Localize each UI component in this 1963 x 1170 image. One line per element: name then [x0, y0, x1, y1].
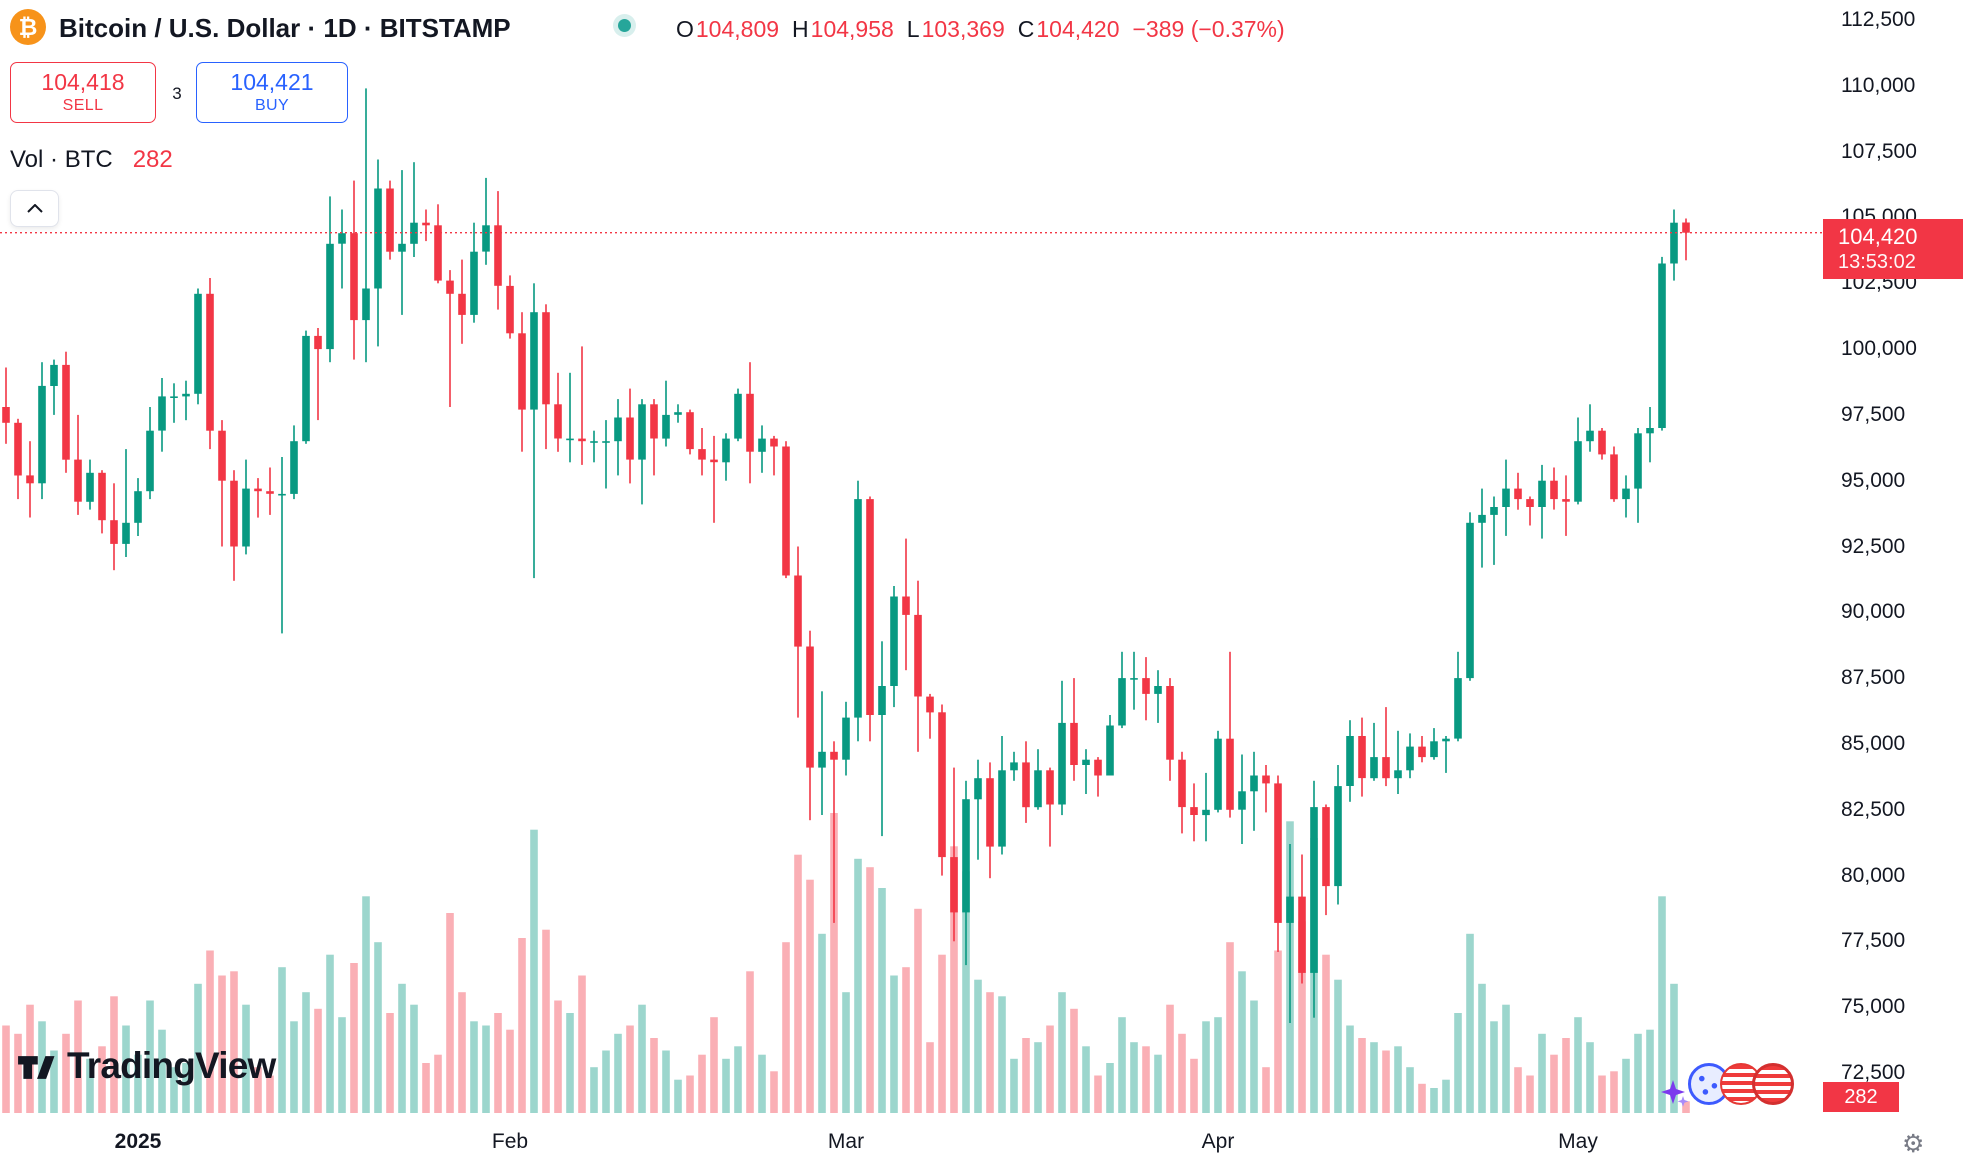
sell-price: 104,418: [41, 69, 125, 95]
price-tick-label: 80,000: [1841, 863, 1906, 887]
time-axis-label[interactable]: 2025: [114, 1130, 162, 1153]
bitcoin-logo-icon: ₿: [10, 9, 46, 45]
price-tick-label: 97,500: [1841, 402, 1906, 426]
sell-button[interactable]: 104,418 SELL: [10, 62, 156, 123]
price-tick-label: 112,500: [1841, 8, 1916, 31]
market-status-icon[interactable]: [618, 19, 631, 32]
ohlc-low: L103,369: [906, 16, 1005, 42]
flag-icon-striped-ring: [1752, 1063, 1794, 1105]
ohlc-readout: O104,809 H104,958 L103,369 C104,420 −389…: [676, 16, 1285, 43]
time-axis[interactable]: 2025 Feb Mar Apr May: [0, 1113, 1963, 1170]
tradingview-watermark[interactable]: TradingView: [12, 1044, 276, 1088]
volume-legend-value: 282: [132, 146, 173, 173]
price-tick-label: 72,500: [1841, 1061, 1906, 1084]
price-axis[interactable]: 104,420 13:53:02 282 112,500 110,000 107,5…: [1823, 0, 1963, 1113]
volume-legend[interactable]: Vol · BTC 282: [10, 146, 173, 174]
price-tick-label: 100,000: [1841, 337, 1917, 361]
volume-value-badge: 282: [1823, 1082, 1899, 1112]
price-tick-label: 77,500: [1841, 929, 1906, 953]
chevron-up-icon: [26, 204, 43, 213]
price-tick-label: 92,500: [1841, 534, 1906, 558]
ohlc-close: C104,420: [1017, 16, 1120, 42]
price-tick-label: 85,000: [1841, 731, 1906, 755]
time-axis-label[interactable]: Feb: [491, 1130, 529, 1153]
ohlc-high: H104,958: [792, 16, 894, 42]
chart-pane[interactable]: [0, 0, 1823, 1113]
sell-label: SELL: [62, 97, 104, 114]
current-price-badge[interactable]: 104,420 13:53:02: [1823, 219, 1963, 279]
candlestick-chart[interactable]: [0, 0, 1823, 1113]
price-tick-label: 110,000: [1841, 73, 1916, 97]
buy-label: BUY: [254, 97, 290, 114]
spread-value: 3: [172, 84, 182, 103]
volume-legend-label: Vol · BTC: [10, 146, 113, 173]
current-price-value: 104,420: [1838, 224, 1918, 249]
buy-price: 104,421: [230, 69, 314, 95]
collapse-toolbar-button[interactable]: [10, 190, 59, 227]
bitcoin-glyph: ₿: [18, 13, 38, 40]
ohlc-change: −389 (−0.37%): [1132, 16, 1285, 42]
tradingview-wordmark: TradingView: [67, 1045, 276, 1086]
price-tick-label: 95,000: [1841, 468, 1906, 492]
time-axis-label[interactable]: Mar: [827, 1130, 865, 1153]
axis-settings-gear-icon[interactable]: ⚙: [1896, 1128, 1930, 1160]
currency-flags-overlay[interactable]: [1660, 1056, 1815, 1114]
buy-button[interactable]: 104,421 BUY: [196, 62, 348, 123]
sparkle-icon: [1661, 1080, 1689, 1107]
symbol-title[interactable]: Bitcoin / U.S. Dollar · 1D · BITSTAMP: [59, 13, 511, 43]
time-axis-label[interactable]: May: [1558, 1130, 1598, 1153]
ohlc-open: O104,809: [676, 16, 780, 42]
price-tick-label: 107,500: [1841, 139, 1917, 163]
price-tick-label: 90,000: [1841, 600, 1906, 624]
price-tick-label: 82,500: [1841, 797, 1906, 821]
price-tick-label: 87,500: [1841, 666, 1906, 690]
price-tick-label: 75,000: [1841, 995, 1906, 1019]
time-axis-label[interactable]: Apr: [1201, 1130, 1235, 1153]
tradingview-logo-icon: [18, 1056, 55, 1079]
bar-close-countdown: 13:53:02: [1838, 251, 1916, 273]
